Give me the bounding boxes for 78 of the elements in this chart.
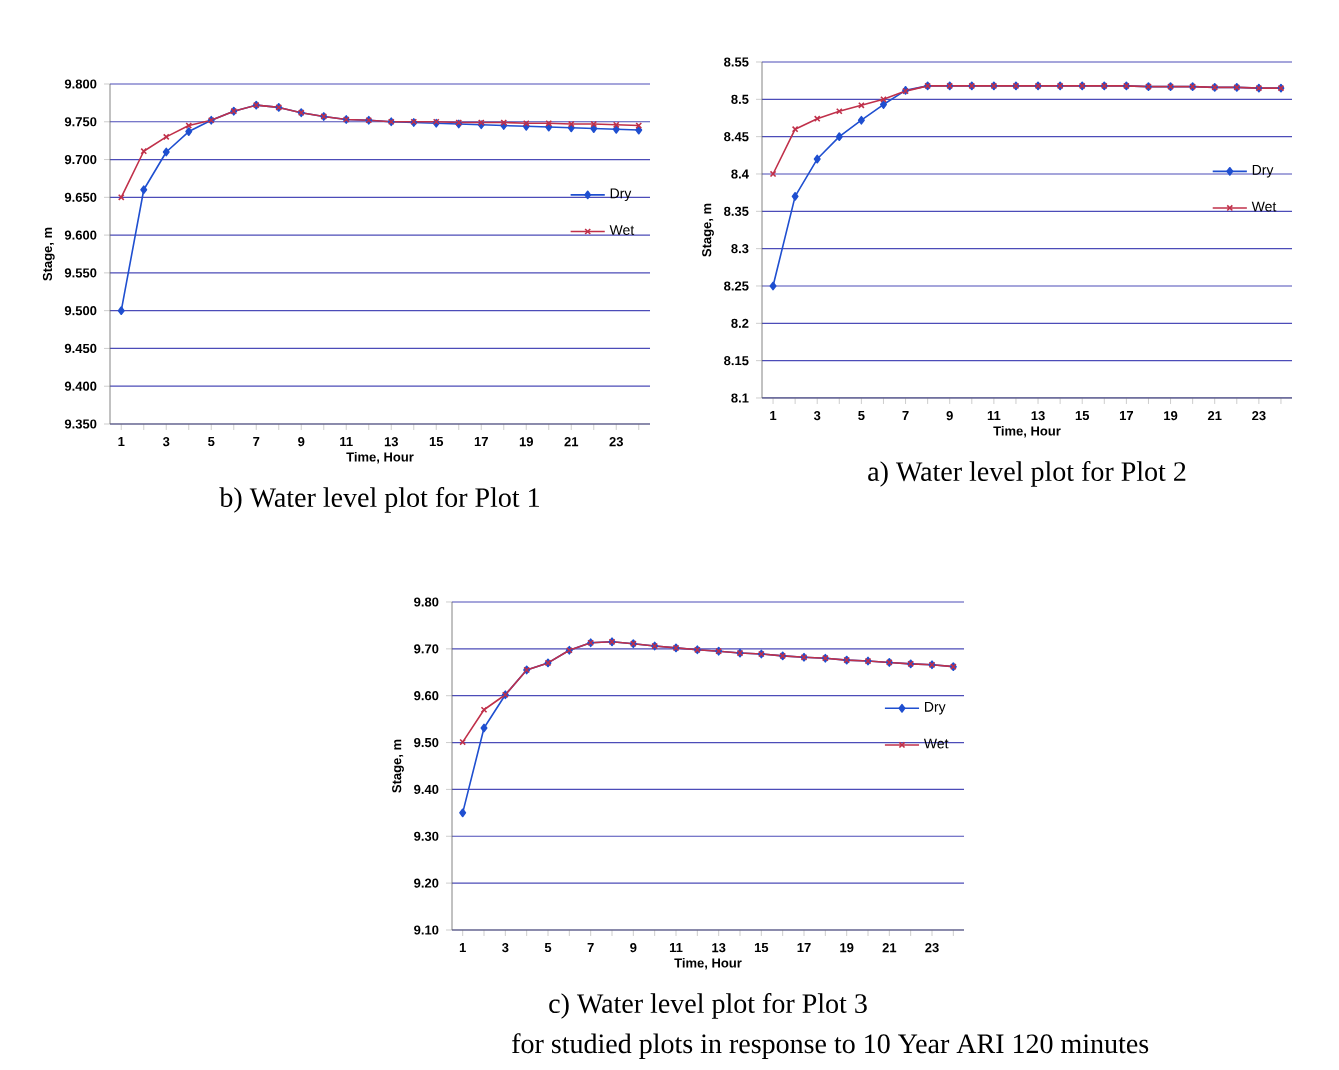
x-tick-label: 21: [882, 943, 897, 953]
x-tick-label: 21: [1207, 411, 1222, 421]
x-tick-label: 11: [987, 411, 1001, 420]
x-tick-label: 3: [502, 943, 509, 953]
y-tick-label: 9.400: [64, 381, 97, 391]
x-tick-label: 23: [1252, 411, 1266, 421]
x-tick-label: 9: [946, 411, 953, 421]
x-tick-label: 1: [118, 437, 125, 446]
y-tick-label: 8.25: [724, 281, 749, 291]
x-tick-label: 11: [340, 437, 353, 446]
y-axis-title: Stage, m: [392, 739, 404, 793]
text: a) Water level plot for Plot 2: [868, 461, 1186, 487]
x-tick-label: 13: [1031, 411, 1045, 421]
x-tick-label: 17: [797, 943, 811, 952]
x-tick-label: 7: [587, 943, 594, 952]
y-tick-label: 9.20: [414, 878, 439, 888]
y-tick-label: 8.1: [731, 393, 749, 403]
y-tick-label: 8.2: [731, 318, 749, 328]
text: b) Water level plot for Plot 1: [219, 487, 539, 513]
x-axis-title: Time, Hour: [674, 958, 742, 970]
y-tick-label: 9.700: [64, 154, 97, 165]
y-tick-label: 8.3: [731, 244, 749, 254]
y-axis-title: Stage, m: [702, 203, 714, 257]
x-tick-label: 21: [564, 437, 579, 447]
y-tick-label: 9.70: [414, 644, 439, 654]
y-tick-label: 8.5: [731, 94, 749, 104]
y-tick-label: 8.15: [724, 356, 749, 366]
y-tick-label: 8.4: [731, 169, 749, 179]
y-tick-label: 9.80: [414, 597, 439, 607]
y-tick-label: 9.550: [64, 268, 97, 278]
y-tick-label: 9.800: [64, 79, 97, 89]
x-tick-label: 1: [459, 943, 466, 952]
y-tick-label: 9.60: [414, 691, 439, 701]
y-tick-label: 9.50: [414, 737, 439, 748]
y-tick-label: 9.750: [64, 117, 97, 127]
x-tick-label: 13: [712, 943, 726, 953]
legend-label: Wet: [609, 225, 635, 235]
x-tick-label: 5: [208, 437, 215, 447]
x-tick-label: 5: [858, 411, 865, 421]
x-tick-label: 19: [519, 437, 533, 447]
y-tick-label: 9.350: [64, 419, 97, 429]
text: for studied plots in response to 10 Year ARI 120 minutes: [512, 1033, 1149, 1059]
x-tick-label: 3: [162, 437, 170, 447]
y-tick-label: 9.450: [64, 343, 97, 354]
y-tick-label: 9.10: [414, 925, 439, 935]
y-tick-label: 9.600: [64, 230, 97, 240]
x-tick-label: 23: [609, 437, 623, 447]
x-tick-label: 1: [770, 411, 777, 420]
x-tick-label: 23: [925, 943, 939, 953]
x-tick-label: 7: [902, 411, 909, 420]
x-axis-title: Time, Hour: [346, 452, 414, 464]
x-tick-label: 19: [840, 943, 854, 953]
text: c) Water level plot for Plot 3: [549, 993, 867, 1019]
x-tick-label: 5: [544, 943, 552, 953]
x-tick-label: 11: [669, 943, 683, 952]
y-tick-label: 9.650: [64, 192, 97, 202]
x-tick-label: 15: [429, 437, 444, 447]
y-tick-label: 9.500: [64, 306, 97, 316]
x-tick-label: 17: [1119, 411, 1134, 420]
legend-label: Dry: [1252, 165, 1274, 178]
x-tick-label: 13: [384, 437, 398, 447]
x-tick-label: 9: [630, 943, 637, 953]
y-tick-label: 8.45: [724, 132, 749, 142]
legend-label: Wet: [1251, 201, 1277, 212]
y-tick-label: 9.30: [414, 831, 439, 841]
x-tick-label: 3: [813, 411, 821, 421]
x-tick-label: 15: [1075, 411, 1090, 421]
y-tick-label: 9.40: [414, 784, 439, 795]
x-tick-label: 17: [474, 437, 488, 446]
x-axis-title: Time, Hour: [993, 426, 1061, 438]
y-tick-label: 8.35: [724, 206, 749, 216]
x-tick-label: 15: [754, 943, 769, 953]
legend-label: Dry: [925, 702, 946, 715]
y-tick-label: 8.55: [724, 57, 749, 67]
x-tick-label: 9: [298, 437, 305, 447]
x-tick-label: 7: [253, 437, 260, 446]
y-axis-title: Stage, m: [42, 227, 55, 281]
x-tick-label: 19: [1164, 411, 1178, 421]
